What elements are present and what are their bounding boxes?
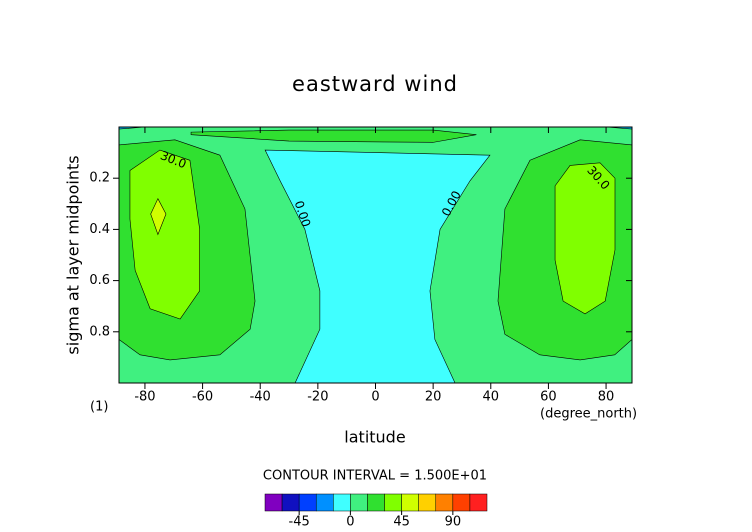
colorbar-cell — [367, 493, 385, 512]
colorbar-cell — [469, 493, 488, 512]
colorbar-cell — [333, 493, 351, 512]
x-axis-label: latitude — [344, 428, 405, 447]
colorbar-cell — [315, 493, 334, 512]
colorbar-cell — [452, 493, 471, 512]
x-tick-label: 40 — [483, 390, 500, 405]
colorbar-tick-label: -45 — [289, 515, 310, 530]
colorbar-cell — [401, 493, 419, 512]
colorbar-tick-label: 90 — [445, 515, 462, 530]
y-tick-label: 0.4 — [89, 222, 110, 237]
y-tick-label: 0.2 — [89, 171, 110, 186]
x-note: (1) — [90, 400, 108, 415]
colorbar-cell — [350, 493, 368, 512]
y-axis-label: sigma at layer midpoints — [64, 155, 83, 354]
contour-fill — [129, 149, 200, 320]
colorbar-cell — [418, 493, 437, 512]
x-tick-label: -60 — [192, 390, 213, 405]
x-tick-label: -20 — [307, 390, 328, 405]
x-tick-label: 80 — [598, 390, 615, 405]
chart-title: eastward wind — [292, 72, 458, 96]
contour-fill — [554, 162, 616, 315]
y-tick-label: 0.8 — [89, 324, 110, 339]
colorbar-cell — [384, 493, 402, 512]
contour-interval: CONTOUR INTERVAL = 1.500E+01 — [263, 469, 487, 484]
colorbar-cell — [298, 493, 317, 512]
contour-fill — [190, 129, 477, 143]
colorbar-tick-label: 45 — [393, 515, 410, 530]
colorbar-cell — [435, 493, 454, 512]
contour-fill — [150, 198, 167, 236]
x-unit: (degree_north) — [540, 407, 637, 422]
x-tick-label: 0 — [371, 390, 379, 405]
x-tick-label: -40 — [250, 390, 271, 405]
y-tick-label: 0.6 — [89, 273, 110, 288]
colorbar-tick-label: 0 — [346, 515, 354, 530]
x-tick-label: 60 — [540, 390, 557, 405]
colorbar-cell — [281, 493, 300, 512]
colorbar-cell — [264, 493, 283, 512]
x-tick-label: 20 — [425, 390, 442, 405]
x-tick-label: -80 — [134, 390, 155, 405]
